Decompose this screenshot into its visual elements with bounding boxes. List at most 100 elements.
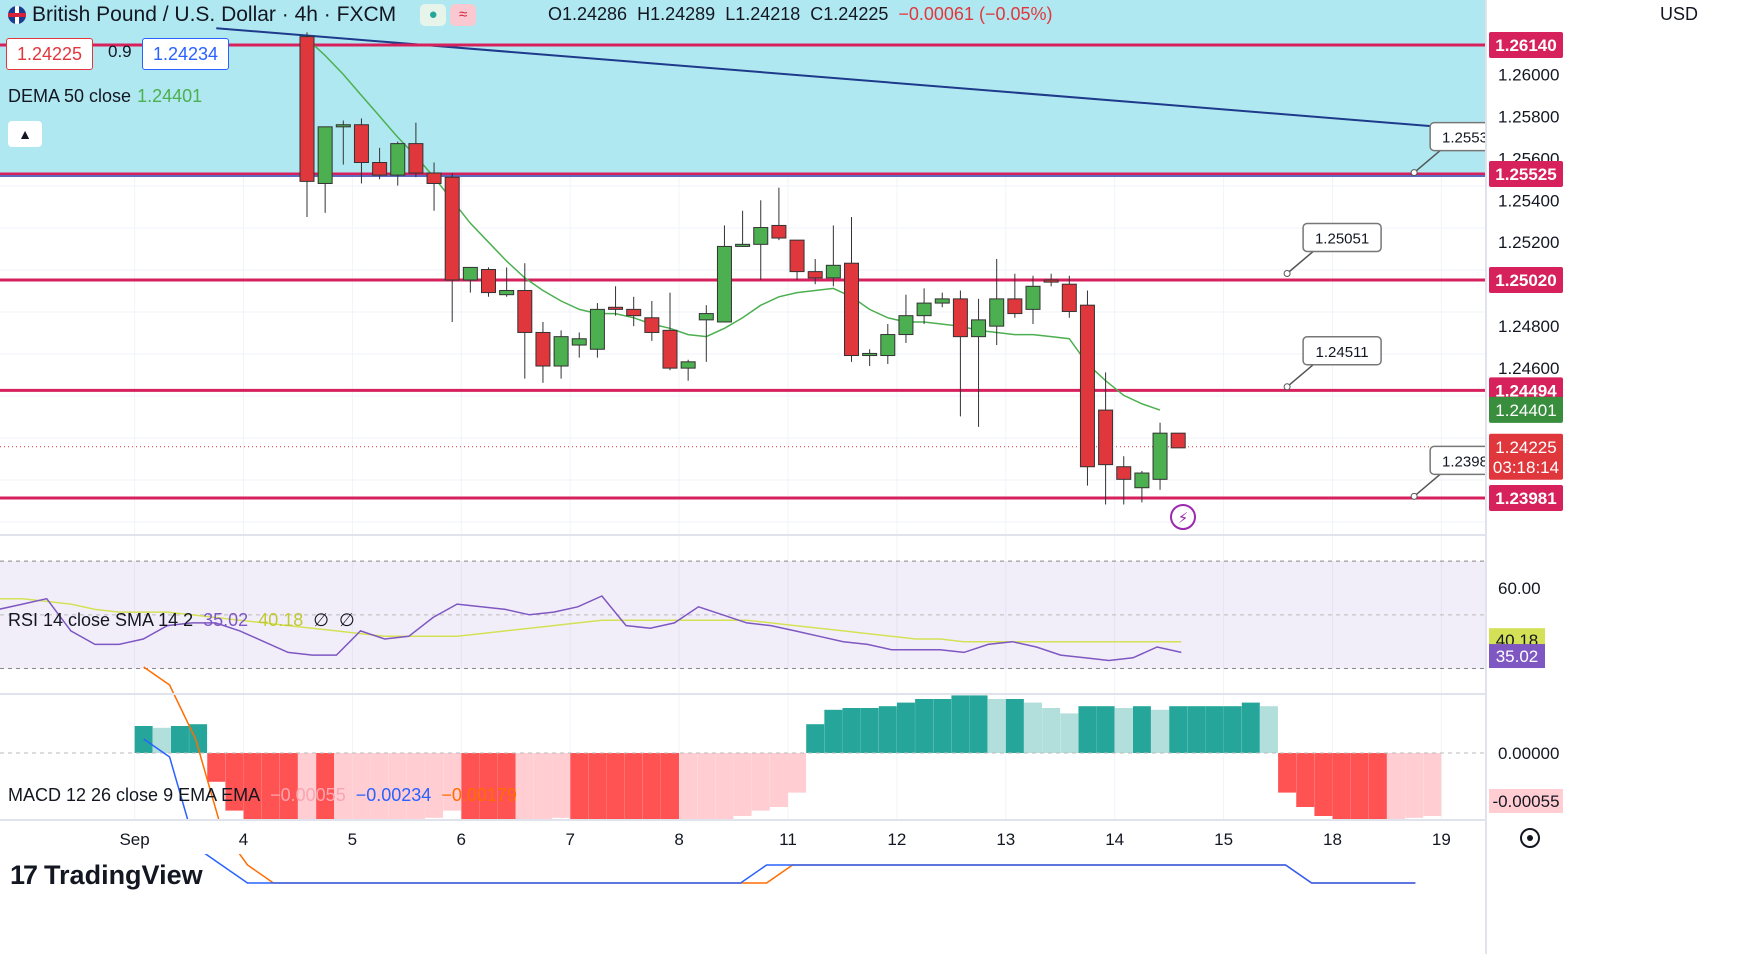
market-open-icon[interactable]: ● [420,4,447,26]
price-tag-1 [1489,433,1563,480]
macd-histogram-bar-1 [152,727,171,753]
delayed-data-icon[interactable]: ≈ [450,4,477,26]
candle-body [1079,304,1095,468]
macd-histogram-bar-5 [225,753,244,811]
macd-histogram-bar-14 [388,753,407,825]
gbp-flag-icon [8,6,26,24]
candle-body [716,245,732,323]
candle-body [934,298,950,304]
candle-body [1007,298,1023,315]
macd-histogram-bar-27 [624,753,643,840]
candle-6 [408,122,424,178]
callout-leader [1286,364,1314,388]
time-axis-tick: 4 [239,830,248,849]
candle-body [880,334,896,357]
candle-39 [1007,273,1023,318]
dema-legend[interactable]: DEMA 50 close 1.24401 [8,86,202,107]
macd-histogram-bar-49 [1024,702,1042,753]
macd-histogram-bar-44 [933,699,952,753]
candle-body [916,302,932,317]
level-price-text: 1.23981 [1495,489,1556,508]
candle-body [589,308,605,350]
low-value: L1.24218 [725,4,801,24]
candle-body [1116,466,1132,480]
candle-26 [771,187,787,241]
candle-body [626,308,642,317]
close-value: C1.24225 [810,4,889,24]
macd-histogram-bar-39 [842,708,861,753]
candle-body [426,172,442,184]
candle-body [1025,285,1041,310]
macd-pane [0,666,1485,884]
candle-body [807,271,823,279]
level-price-text: 1.26140 [1495,36,1556,55]
time-axis-bg [0,821,1485,854]
macd-histogram-bar-4 [207,753,226,782]
macd-histogram-bar-26 [606,753,625,833]
macd-histogram-bar-50 [1042,708,1061,753]
macd-histogram-bar-43 [915,699,934,753]
macd-signal-value: −0.00179 [441,785,517,805]
macd-histogram-bar-18 [461,753,480,825]
status-pills[interactable]: ● ≈ [420,4,477,26]
macd-histogram-bar-51 [1060,713,1079,753]
candle-31 [862,349,878,367]
rsi-legend[interactable]: RSI 14 close SMA 14 2 35.02 40.18 ∅ ∅ [8,610,355,631]
candle-7 [426,162,442,211]
callout-anchor [1410,492,1418,500]
candle-body [353,124,369,163]
price-pane: 1.25532 1.25051 1.24511 1.23989 ⚡ [0,0,1596,820]
candle-13 [535,321,551,383]
candle-4 [372,147,388,180]
candle-24 [735,210,751,247]
candle-11 [499,267,515,297]
open-value: O1.24286 [548,4,628,24]
candle-28 [807,259,823,285]
macd-histogram-bar-30 [679,753,698,834]
macd-histogram-bar-48 [1005,699,1024,753]
candle-body [1134,472,1150,489]
rsi-sma-line [0,597,1182,643]
callout-label: 1.25532 [1442,130,1496,147]
rsi-band [0,561,1485,669]
macd-legend[interactable]: MACD 12 26 close 9 EMA EMA −0.00055 −0.0… [8,785,517,806]
candle-body [644,317,660,333]
candle-15 [571,332,587,358]
candle-27 [789,239,805,280]
candle-43 [1079,290,1095,486]
callout-label: 1.25051 [1315,230,1369,247]
price-axis-tick: 1.25400 [1498,191,1559,210]
macd-histogram-bar-42 [896,702,915,753]
candle-body [971,319,987,338]
candle-14 [553,330,569,379]
rsi-tag-text: 35.02 [1496,647,1539,666]
price-axis-tick: 1.24800 [1498,317,1559,336]
rsi-sma-value: 40.18 [258,610,304,630]
sell-button[interactable]: 1.24225 [6,38,94,70]
candle-body [535,331,551,367]
candle-0 [299,32,315,218]
symbol-header[interactable]: British Pound / U.S. Dollar · 4h · FXCM … [8,3,477,27]
macd-histogram-bar-12 [352,753,371,833]
tradingview-logo[interactable]: 17 TradingView [10,860,203,891]
macd-histogram-bar-41 [878,706,897,753]
symbol-title[interactable]: British Pound / U.S. Dollar · 4h · FXCM [32,3,397,26]
candle-body [844,262,859,357]
macd-line [143,738,1416,884]
macd-histogram-bar-3 [189,724,208,753]
price-callout-1: 1.25051 [1283,222,1382,277]
callout-box [1302,336,1382,366]
trendline [216,27,1596,141]
candle-10 [481,267,496,297]
time-axis-tick: 11 [779,830,797,849]
rsi-tag [1489,644,1545,669]
currency-selector[interactable]: USD [1660,4,1699,24]
logo-text: TradingView [44,860,203,890]
candle-body [571,338,587,346]
candle-41 [1043,273,1059,287]
price-tag-0 [1489,396,1563,423]
buy-button[interactable]: 1.24234 [142,38,230,70]
collapse-legend-chevron-up-icon[interactable]: ▲ [8,121,42,147]
